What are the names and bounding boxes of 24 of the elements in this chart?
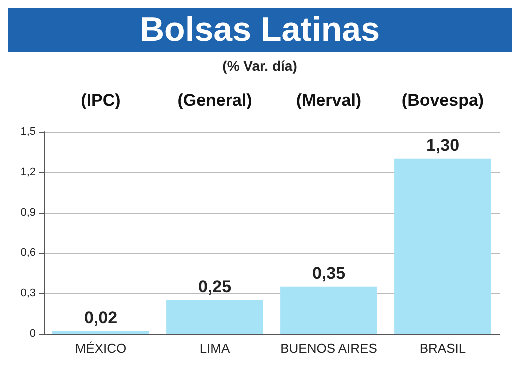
chart-title: Bolsas Latinas [8, 8, 512, 52]
bar [166, 300, 264, 334]
x-tick-label: LIMA [200, 341, 230, 356]
y-tick-label: 1,5 [20, 126, 36, 138]
chart-subtitle: (% Var. día) [222, 58, 298, 74]
y-tick-label: 0 [30, 328, 36, 340]
text: (Merval) [296, 91, 362, 110]
y-tick-label: 0,9 [20, 206, 36, 219]
data-label: 0,25 [198, 277, 232, 296]
text: (General) [178, 91, 252, 110]
text: (IPC) [81, 91, 121, 110]
x-tick-label: BRASIL [420, 341, 466, 356]
y-tick-label: 1,2 [20, 166, 36, 178]
text: (Bovespa) [402, 91, 484, 110]
x-tick-label: BUENOS AIRES [280, 341, 378, 356]
data-label: 1,30 [426, 136, 460, 155]
bar [394, 158, 492, 334]
bar [52, 331, 150, 334]
data-label: 0,35 [312, 264, 346, 283]
bar [280, 286, 378, 334]
data-label: 0,02 [84, 308, 118, 328]
y-tick-label: 0,6 [20, 247, 36, 260]
x-tick-label: MÉXICO [75, 341, 127, 356]
y-tick-label: 0,3 [20, 288, 36, 300]
